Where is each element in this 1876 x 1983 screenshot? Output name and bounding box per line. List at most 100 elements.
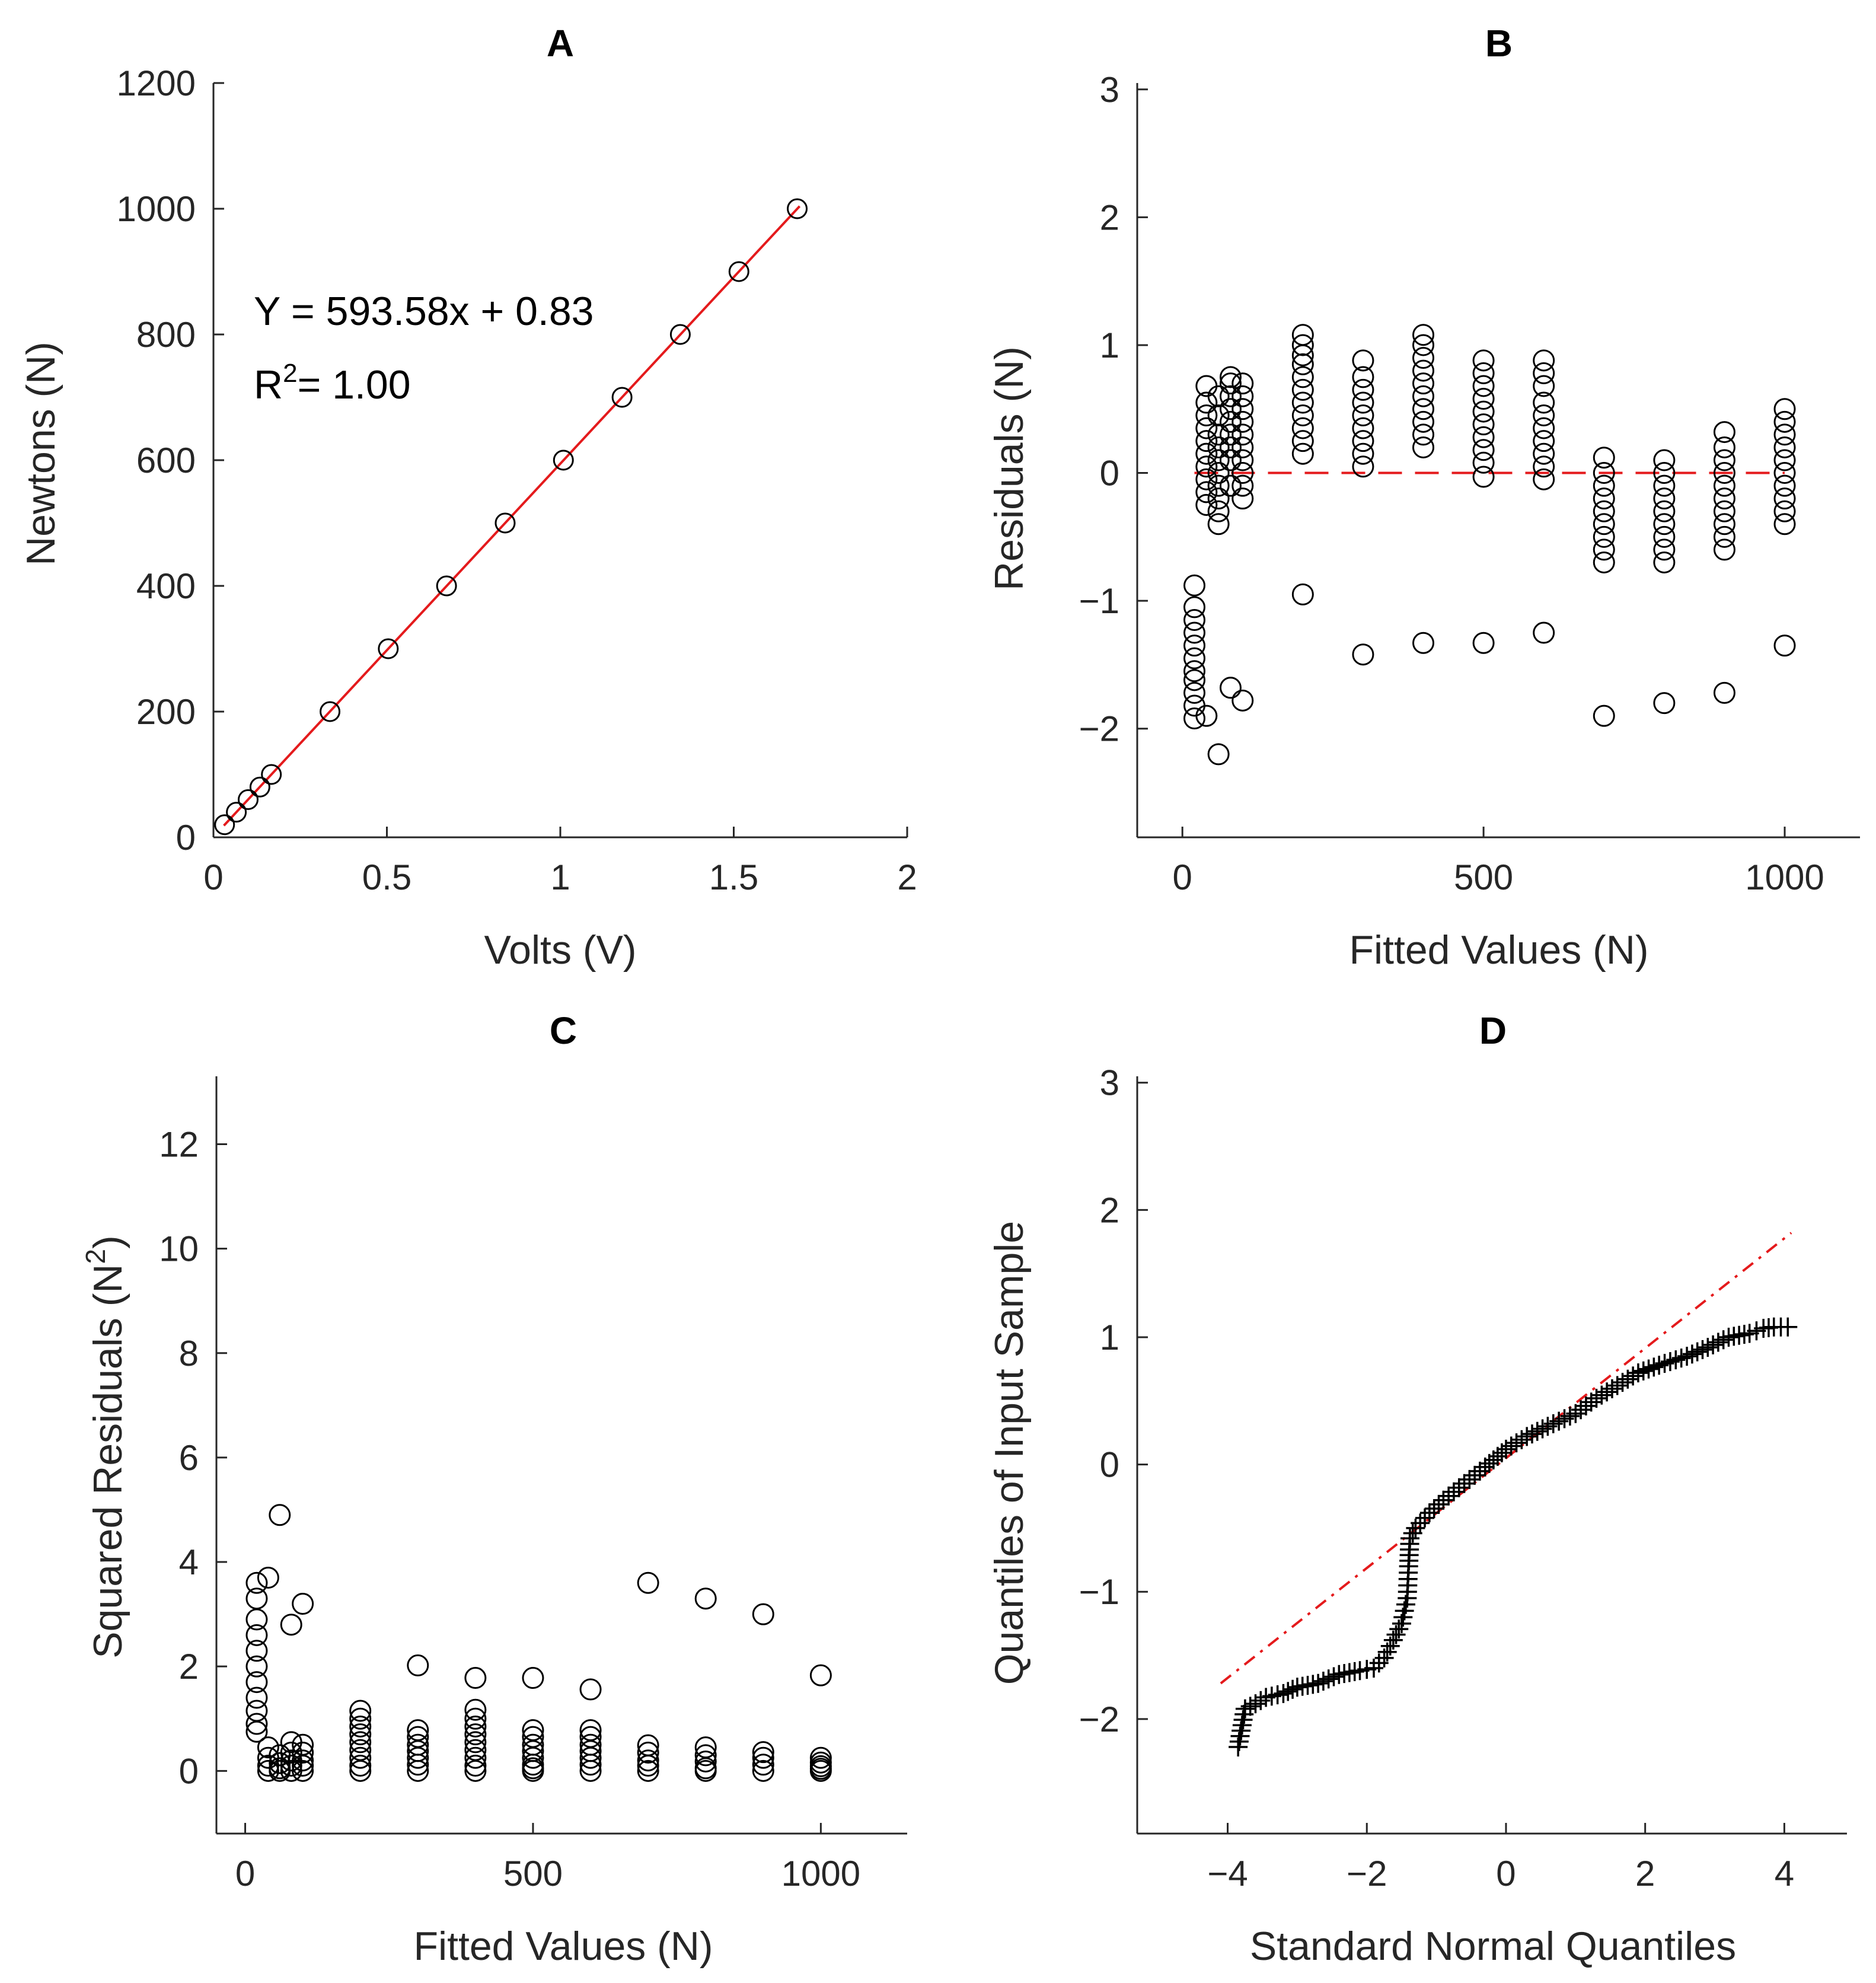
panel-b-residual-point	[1183, 647, 1206, 669]
panel-b-residual-point	[1195, 704, 1218, 727]
panel-b-residual-point	[1195, 417, 1218, 439]
panel-d-xtick-label: 4	[1775, 1854, 1794, 1893]
panel-d-quantile-marker	[1439, 1486, 1459, 1506]
panel-d-quantile-marker	[1324, 1667, 1344, 1686]
panel-c-squared-residual-point	[257, 1736, 279, 1759]
panel-d-quantile-marker	[1592, 1385, 1612, 1405]
panel-d-quantile-marker	[1644, 1357, 1664, 1377]
panel-b-residual-point	[1183, 660, 1206, 683]
panel-b-residual-point	[1219, 474, 1242, 497]
panel-c-squared-residual-point	[407, 1654, 429, 1676]
panel-b-residual-point	[1472, 400, 1495, 423]
panel-d-quantile-marker	[1415, 1508, 1435, 1528]
panel-b-residual-point	[1207, 462, 1230, 484]
panel-b-residual-point	[1713, 421, 1735, 444]
panel-d-quantile-marker	[1424, 1499, 1444, 1518]
panel-a-data-point	[728, 261, 749, 282]
panel-b-residual-point	[1773, 462, 1796, 484]
panel-a-data-point	[249, 776, 270, 798]
panel-b-residual-point	[1653, 487, 1676, 510]
panel-b-residual-point	[1593, 551, 1615, 573]
panel-c-axes: 0 500 1000 0 2 4 6 8 10 12	[159, 1076, 907, 1893]
panel-b-residual-point	[1195, 493, 1218, 516]
panel-b-ytick-label: 1	[1100, 326, 1119, 365]
panel-c-squared-residual-point	[349, 1731, 372, 1754]
panel-d-quantile-marker	[1496, 1439, 1516, 1459]
panel-d-axes: −4 −2 0 2 4 −2 −1 0 1 2 3	[1079, 1063, 1847, 1893]
panel-b-residual-point	[1183, 596, 1206, 619]
panel-c-squared-residual-point	[349, 1700, 372, 1722]
panel-d-quantile-marker	[1533, 1419, 1552, 1439]
panel-b-residual-point	[1291, 442, 1314, 465]
panel-c-squared-residual-point	[464, 1698, 487, 1721]
panel-b-residual-point	[1195, 404, 1218, 427]
panel-b-residual-point	[1472, 375, 1495, 397]
panel-b-ytick-label: 0	[1100, 454, 1119, 493]
panel-b-residual-point	[1291, 353, 1314, 375]
panel-b-residual-point	[1412, 347, 1435, 369]
panel-b-residual-point	[1412, 324, 1435, 346]
panel-b-residual-point	[1352, 643, 1374, 666]
panel-b-residual-point	[1533, 430, 1555, 452]
panel-b-residual-point	[1653, 462, 1676, 484]
panel-b-residual-point	[1231, 398, 1254, 420]
panel-b-residual-point	[1207, 404, 1230, 427]
panel-b-residual-point	[1472, 426, 1495, 448]
panel-c-squared-residual-point	[579, 1754, 602, 1776]
panel-b-xlabel: Fitted Values (N)	[1349, 927, 1648, 973]
panel-b-residual-point	[1593, 538, 1615, 561]
panel-d-quantile-marker	[1246, 1694, 1265, 1714]
panel-d-quantile-marker	[1465, 1465, 1485, 1485]
panel-b-residual-point	[1713, 462, 1735, 484]
panel-b-residual-point	[1653, 500, 1676, 522]
panel-a-data-point	[226, 802, 247, 823]
panel-b-residual-point	[1593, 513, 1615, 535]
panel-d-quantile-marker	[1449, 1478, 1469, 1497]
panel-b-xtick-label: 0	[1173, 857, 1192, 897]
panel-b-residual-point	[1533, 391, 1555, 414]
panel-c-title: C	[550, 1009, 577, 1052]
panel-d-xtick-label: 2	[1635, 1854, 1655, 1893]
panel-a-ytick-label: 0	[176, 818, 196, 857]
panel-b-residual-point	[1472, 451, 1495, 474]
panel-b-residual-point	[1412, 632, 1435, 654]
panel-b-residual-point	[1219, 677, 1242, 699]
panel-a-data-point	[787, 198, 808, 219]
panel-d-quantile-marker	[1714, 1330, 1733, 1350]
panel-b-residual-point	[1533, 417, 1555, 439]
panel-b-residual-point	[1472, 362, 1495, 384]
panel-b-residual-point	[1653, 474, 1676, 497]
panel-c-xtick-label: 0	[235, 1854, 255, 1893]
panel-b-residual-point	[1291, 334, 1314, 356]
panel-c-squared-residual-point	[245, 1571, 268, 1594]
panel-b-residual-point	[1219, 385, 1242, 407]
panel-a-xlabel: Volts (V)	[484, 927, 637, 973]
panel-c-squared-residual-point	[752, 1741, 774, 1764]
panel-b-residual-point	[1773, 410, 1796, 433]
panel-c-squared-residual-point	[349, 1759, 372, 1782]
panel-b-residual-point	[1207, 436, 1230, 458]
panel-b-residual-point	[1653, 525, 1676, 548]
panel-c-xlabel: Fitted Values (N)	[413, 1924, 713, 1969]
panel-d-quantile-marker	[1522, 1424, 1542, 1444]
panel-b-residual-point	[1352, 391, 1374, 414]
panel-d-quantile-marker	[1364, 1658, 1383, 1678]
panel-d-quantile-marker	[1406, 1518, 1425, 1538]
panel-d-quantile-marker	[1319, 1669, 1338, 1689]
panel-c-squared-residual-point	[694, 1759, 717, 1782]
panel-d-ytick-label: 3	[1100, 1063, 1119, 1103]
panel-d-quantile-marker	[1235, 1699, 1255, 1719]
panel-c-squared-residual-point	[694, 1750, 717, 1772]
panel-d-quantile-marker	[1698, 1338, 1718, 1357]
panel-d-xtick-label: −4	[1207, 1854, 1248, 1893]
panel-b-residual-point	[1533, 442, 1555, 465]
panel-c-squared-residual-point	[637, 1741, 659, 1764]
panel-b-residual-point	[1593, 474, 1615, 497]
panel-d-quantile-marker	[1411, 1513, 1430, 1533]
panel-b-residual-point	[1219, 436, 1242, 458]
panel-b-residual-point	[1593, 500, 1615, 522]
panel-b-residual-point	[1231, 423, 1254, 446]
panel-b-residual-point	[1773, 423, 1796, 446]
panel-b-residual-point	[1352, 430, 1374, 452]
panel-b-residual-point	[1231, 462, 1254, 484]
